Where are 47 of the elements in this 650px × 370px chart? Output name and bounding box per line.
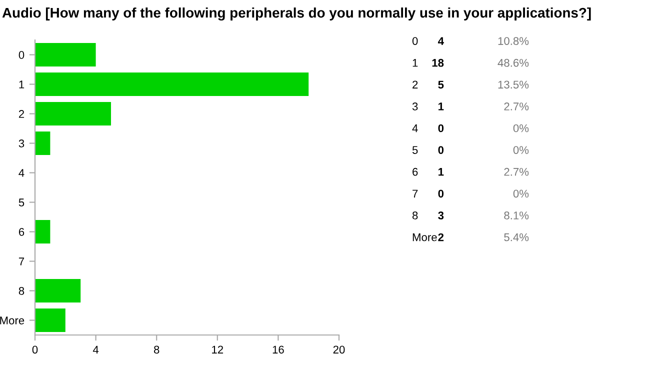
x-tick-label: 8 xyxy=(154,346,160,354)
x-tick-label: 12 xyxy=(212,346,224,354)
text: 13.5% xyxy=(498,80,529,89)
text: 1 xyxy=(438,102,444,110)
y-tick-label: 3 xyxy=(18,140,24,148)
text: 48.6% xyxy=(498,58,529,67)
text: 5.4% xyxy=(504,233,529,242)
text: 2 xyxy=(412,80,418,88)
text: 0 xyxy=(438,146,444,154)
category-label: 3 xyxy=(438,212,444,220)
text: 3 xyxy=(412,102,418,110)
text: 0 xyxy=(412,37,418,45)
y-tick-label: 5 xyxy=(18,198,24,206)
y-tick-label: 4 xyxy=(18,169,24,177)
y-tick-label: 6 xyxy=(18,228,24,236)
text: 0% xyxy=(513,146,529,154)
text: 18 xyxy=(432,58,444,67)
text: 5 xyxy=(412,146,418,154)
x-tick-label: 4 xyxy=(92,346,99,354)
y-tick-label: More xyxy=(0,316,24,324)
chart-title: Audio [How many of the following peripherals do you normally use in your applications?] xyxy=(2,7,591,21)
y-tick-label: 0 xyxy=(18,51,24,59)
text: 0 xyxy=(438,124,444,132)
category-label: 8 xyxy=(412,212,418,220)
category-label: More xyxy=(412,233,437,242)
text: 2.7% xyxy=(504,102,529,110)
text: 8.1% xyxy=(504,212,529,220)
text: 5 xyxy=(438,80,444,89)
y-tick-label: 1 xyxy=(19,80,24,88)
x-tick-label: 20 xyxy=(333,346,345,354)
category-label: 2 xyxy=(438,233,444,242)
y-tick-label: 2 xyxy=(18,110,24,118)
y-tick-label: 7 xyxy=(18,258,24,266)
x-tick-label: 0 xyxy=(32,346,38,354)
text: 0% xyxy=(513,190,529,198)
text: 2.7% xyxy=(504,168,529,176)
text: 1 xyxy=(412,59,418,67)
category-label: 0 xyxy=(438,190,444,198)
category-label: 7 xyxy=(412,190,418,198)
category-label: 4 xyxy=(438,37,444,45)
x-tick-label: 16 xyxy=(272,346,284,354)
category-label: 1 xyxy=(438,168,444,176)
text: 0% xyxy=(513,124,529,132)
category-label: 6 xyxy=(412,168,418,176)
y-tick-label: 8 xyxy=(18,287,24,295)
text: 10.8% xyxy=(498,37,529,45)
text: 4 xyxy=(412,124,418,132)
